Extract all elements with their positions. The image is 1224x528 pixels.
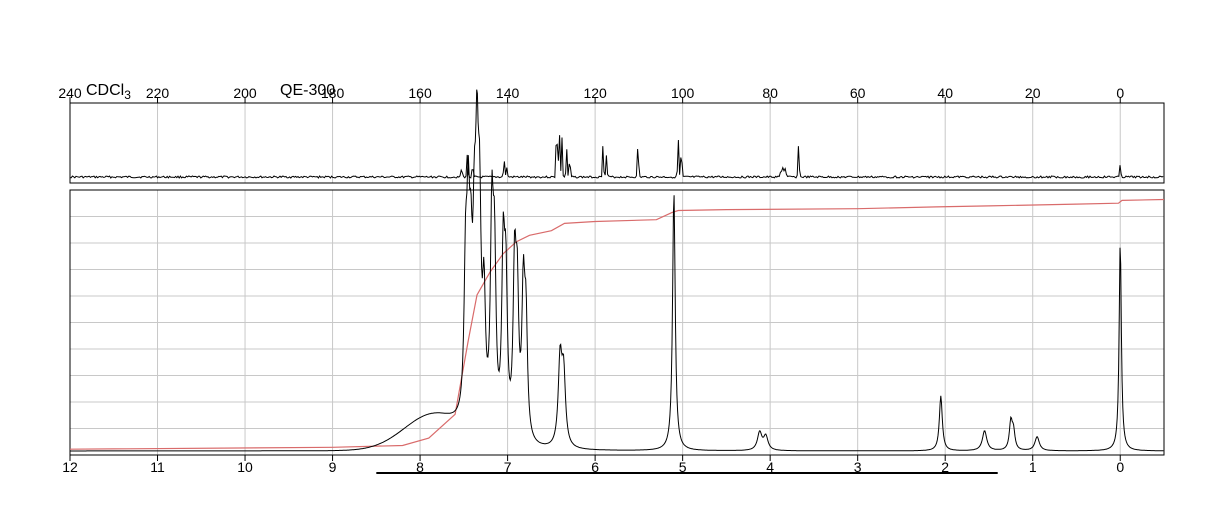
svg-text:0: 0: [1116, 459, 1124, 475]
proton-spectrum-panel: 1211109876543210: [0, 0, 1224, 528]
svg-text:1: 1: [1029, 459, 1037, 475]
svg-text:11: 11: [150, 459, 165, 475]
proton-spectrum-trace: [70, 90, 1163, 451]
proton-integral-trace: [70, 200, 1164, 450]
svg-text:9: 9: [329, 459, 337, 475]
nmr-figure: { "figure": { "background_color": "#ffff…: [0, 0, 1224, 528]
svg-text:12: 12: [62, 459, 78, 475]
svg-text:10: 10: [237, 459, 253, 475]
